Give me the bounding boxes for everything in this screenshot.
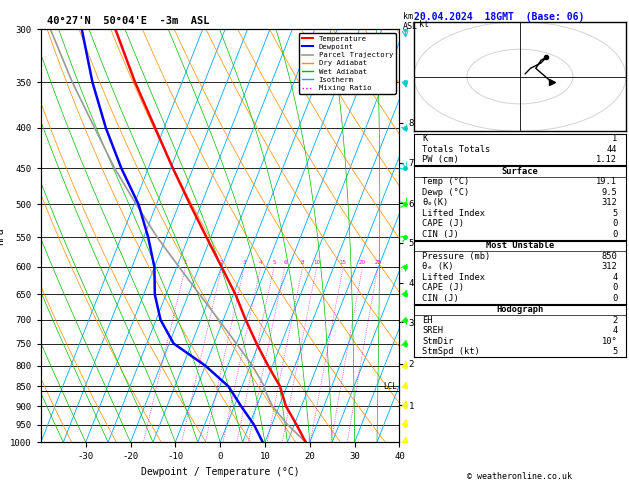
Text: 1: 1: [612, 135, 618, 143]
Text: 4: 4: [259, 260, 262, 265]
Text: Lifted Index: Lifted Index: [422, 209, 486, 218]
Text: StmSpd (kt): StmSpd (kt): [422, 347, 480, 356]
Text: 850: 850: [601, 252, 618, 261]
Text: θₑ(K): θₑ(K): [422, 198, 448, 208]
Text: 5: 5: [272, 260, 276, 265]
Text: Surface: Surface: [501, 167, 538, 176]
Text: 25: 25: [374, 260, 381, 265]
Text: 312: 312: [601, 262, 618, 271]
Text: K: K: [422, 135, 428, 143]
Text: 4: 4: [612, 273, 618, 282]
Text: StmDir: StmDir: [422, 337, 454, 346]
Text: 312: 312: [601, 198, 618, 208]
Text: 4: 4: [612, 326, 618, 335]
Text: Lifted Index: Lifted Index: [422, 273, 486, 282]
Text: Pressure (mb): Pressure (mb): [422, 252, 491, 261]
Text: 1.12: 1.12: [596, 156, 618, 164]
Text: EH: EH: [422, 316, 433, 325]
Text: km: km: [403, 12, 413, 21]
Text: CAPE (J): CAPE (J): [422, 219, 464, 228]
Text: 8: 8: [301, 260, 304, 265]
Text: 40°27'N  50°04'E  -3m  ASL: 40°27'N 50°04'E -3m ASL: [47, 16, 209, 26]
X-axis label: Dewpoint / Temperature (°C): Dewpoint / Temperature (°C): [141, 467, 299, 477]
Text: © weatheronline.co.uk: © weatheronline.co.uk: [467, 472, 572, 481]
Text: PW (cm): PW (cm): [422, 156, 459, 164]
Text: 20.04.2024  18GMT  (Base: 06): 20.04.2024 18GMT (Base: 06): [414, 12, 584, 22]
Text: Dewp (°C): Dewp (°C): [422, 188, 470, 197]
Text: 9.5: 9.5: [601, 188, 618, 197]
Text: 1: 1: [184, 260, 187, 265]
Text: Totals Totals: Totals Totals: [422, 145, 491, 154]
Text: 0: 0: [612, 294, 618, 303]
Text: CIN (J): CIN (J): [422, 230, 459, 239]
Text: SREH: SREH: [422, 326, 443, 335]
Text: 10°: 10°: [601, 337, 618, 346]
Text: 5: 5: [612, 209, 618, 218]
Text: Most Unstable: Most Unstable: [486, 242, 554, 250]
Text: 3: 3: [243, 260, 246, 265]
Y-axis label: Mixing Ratio (g/kg): Mixing Ratio (g/kg): [443, 188, 453, 283]
Text: 2: 2: [220, 260, 223, 265]
Text: CAPE (J): CAPE (J): [422, 283, 464, 293]
Text: 6: 6: [283, 260, 287, 265]
Text: kt: kt: [419, 20, 429, 29]
Text: 15: 15: [340, 260, 347, 265]
Text: 5: 5: [612, 347, 618, 356]
Legend: Temperature, Dewpoint, Parcel Trajectory, Dry Adiabat, Wet Adiabat, Isotherm, Mi: Temperature, Dewpoint, Parcel Trajectory…: [299, 33, 396, 94]
Text: ASL: ASL: [403, 22, 418, 31]
Text: 2: 2: [612, 316, 618, 325]
Text: CIN (J): CIN (J): [422, 294, 459, 303]
Text: 19.1: 19.1: [596, 177, 618, 186]
Y-axis label: hPa: hPa: [0, 227, 5, 244]
Text: Temp (°C): Temp (°C): [422, 177, 470, 186]
Text: 0: 0: [612, 219, 618, 228]
Text: Hodograph: Hodograph: [496, 305, 543, 314]
Text: 44: 44: [607, 145, 618, 154]
Text: 10: 10: [313, 260, 320, 265]
Text: 0: 0: [612, 230, 618, 239]
Text: 0: 0: [612, 283, 618, 293]
Text: θₑ (K): θₑ (K): [422, 262, 454, 271]
Text: 20: 20: [359, 260, 366, 265]
Text: LCL: LCL: [383, 382, 397, 391]
